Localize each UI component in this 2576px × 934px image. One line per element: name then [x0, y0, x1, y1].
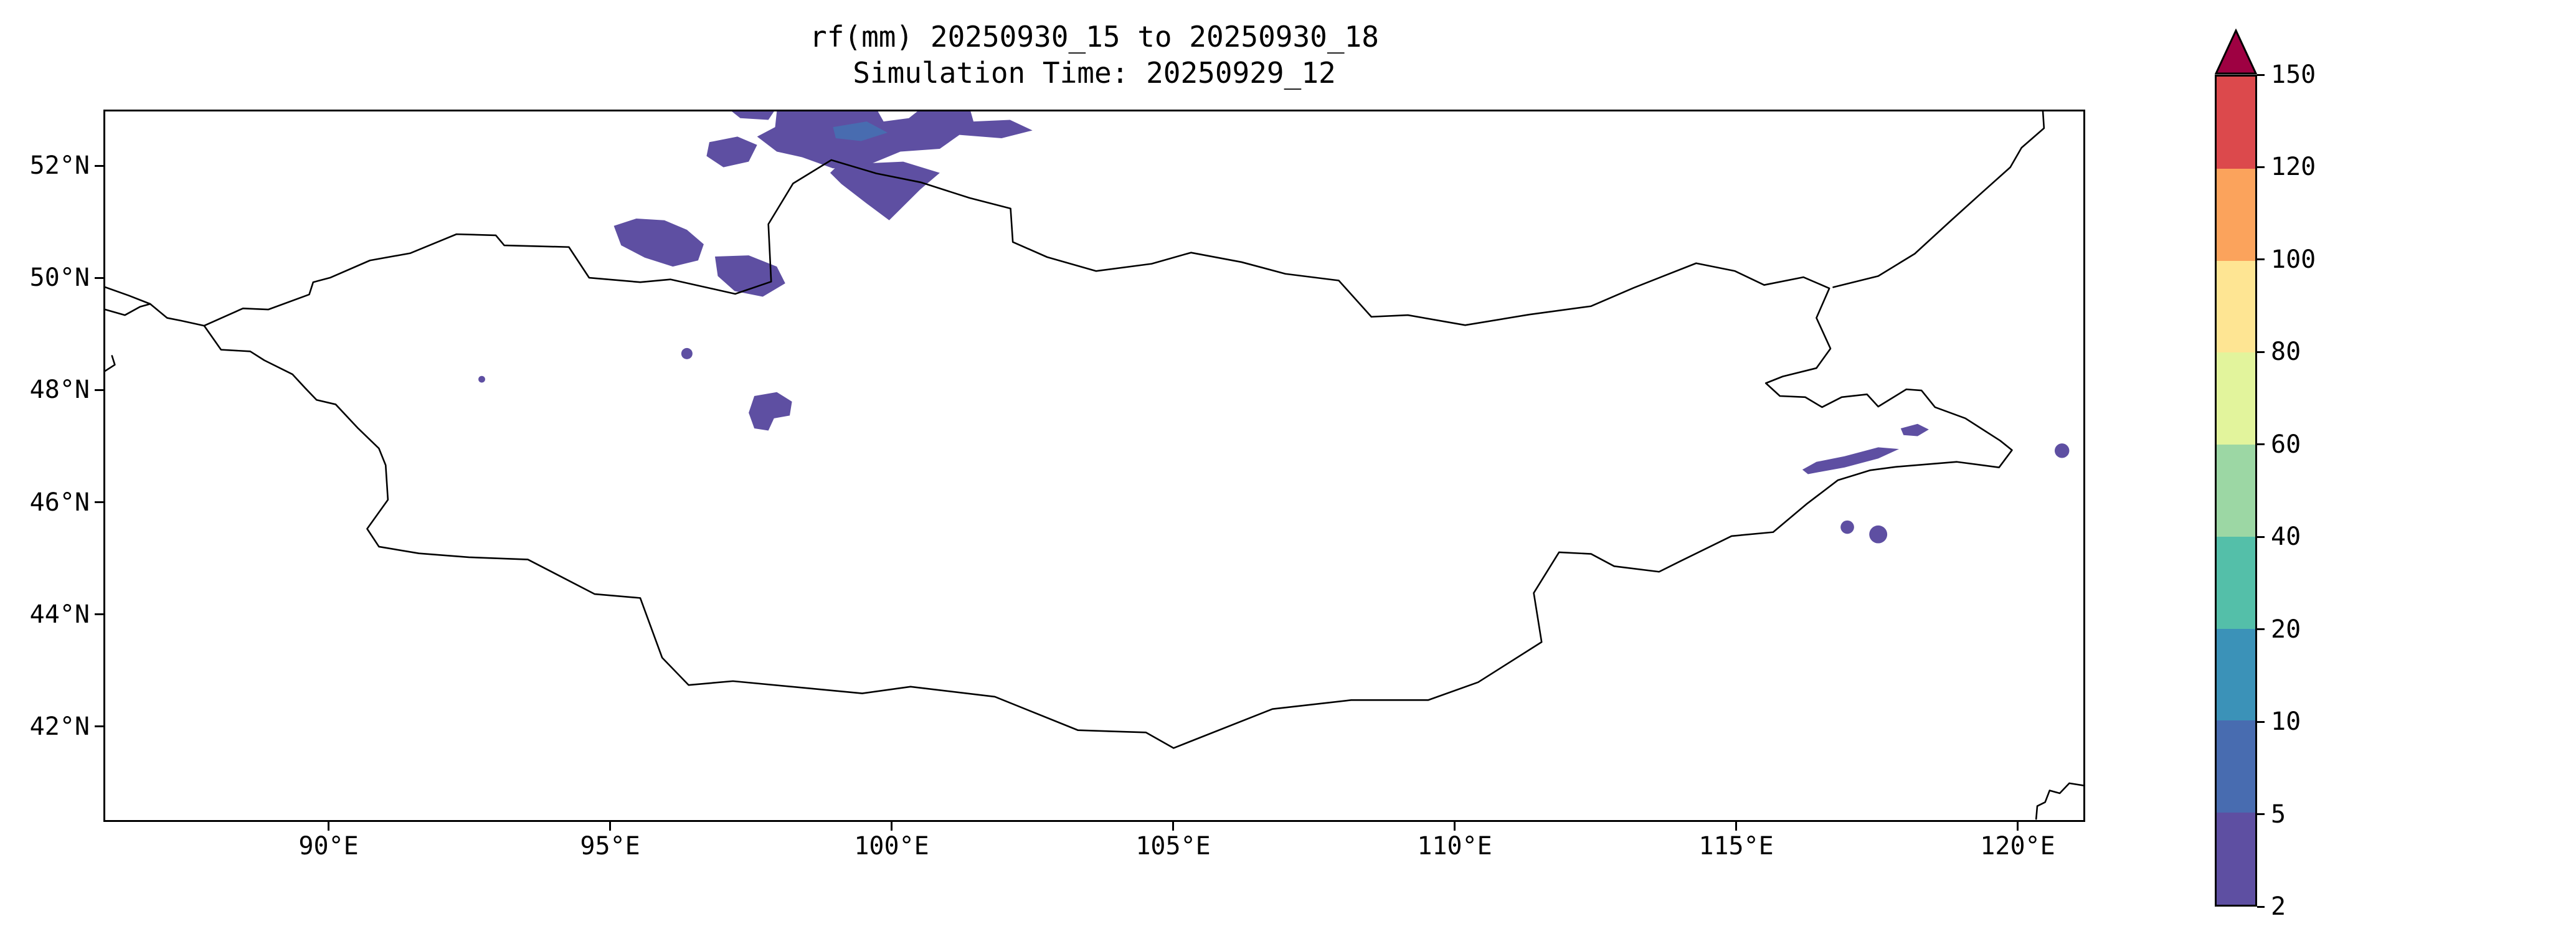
y-tick-label: 50°N	[29, 263, 90, 293]
precip-area-north-lower-lobe	[830, 161, 940, 220]
x-tick-label: 105°E	[1135, 832, 1211, 861]
y-tick-label: 42°N	[29, 712, 90, 741]
colorbar-tick-label: 2	[2271, 892, 2286, 921]
y-tick-mark	[95, 613, 103, 616]
colorbar-tick-label: 20	[2271, 615, 2301, 644]
x-tick-mark	[891, 822, 893, 831]
precip-spot-far-east	[2054, 443, 2070, 458]
colorbar-segment-6	[2217, 260, 2255, 353]
border-west-border-a	[105, 287, 204, 326]
colorbar-tick-mark	[2257, 443, 2265, 446]
border-southeast-border	[2036, 783, 2083, 819]
colorbar-tick-mark	[2257, 535, 2265, 538]
x-tick-mark	[2017, 822, 2019, 831]
precip-spot-west	[681, 347, 693, 359]
colorbar-tick-label: 150	[2271, 60, 2316, 89]
y-tick-label: 52°N	[29, 151, 90, 181]
colorbar-tick-mark	[2257, 813, 2265, 816]
precip-area-east-small-cell	[1900, 423, 1929, 436]
x-tick-label: 90°E	[298, 832, 359, 861]
colorbar-tick-label: 10	[2271, 707, 2301, 737]
colorbar-tick-mark	[2257, 166, 2265, 168]
precip-area-top-edge-sliver	[732, 111, 774, 120]
border-west-border-c	[105, 356, 115, 370]
y-tick-mark	[95, 389, 103, 391]
colorbar-segment-1	[2217, 720, 2255, 813]
y-tick-label: 44°N	[29, 600, 90, 629]
colorbar-tick-label: 5	[2271, 800, 2286, 829]
y-tick-mark	[95, 725, 103, 728]
colorbar-segment-4	[2217, 445, 2255, 537]
y-tick-mark	[95, 276, 103, 279]
colorbar-tick-mark	[2257, 905, 2265, 908]
colorbar-tick-mark	[2257, 258, 2265, 261]
y-tick-mark	[95, 164, 103, 167]
precip-area-west-cluster	[613, 219, 704, 267]
colorbar-segment-2	[2217, 628, 2255, 721]
colorbar-segment-3	[2217, 536, 2255, 629]
x-tick-mark	[609, 822, 612, 831]
x-tick-label: 95°E	[580, 832, 640, 861]
figure-subtitle: Simulation Time: 20250929_12	[853, 56, 1336, 90]
x-tick-mark	[328, 822, 330, 831]
colorbar-tick-label: 80	[2271, 337, 2301, 367]
map-svg	[105, 111, 2083, 820]
colorbar-segment-0	[2217, 813, 2255, 905]
colorbar-tick-mark	[2257, 73, 2265, 76]
colorbar-tick-label: 120	[2271, 153, 2316, 182]
colorbar-segment-5	[2217, 352, 2255, 445]
y-tick-mark	[95, 501, 103, 504]
colorbar-tick-mark	[2257, 628, 2265, 631]
precip-area-north-main-cell	[757, 111, 1033, 169]
precip-area-border-cell	[714, 255, 785, 297]
colorbar-tick-label: 60	[2271, 430, 2301, 459]
precip-area-north-west-piece	[706, 136, 757, 167]
colorbar	[2215, 75, 2257, 907]
colorbar-segment-8	[2217, 77, 2255, 169]
x-tick-label: 100°E	[854, 832, 929, 861]
map-plot-area	[103, 110, 2085, 822]
x-tick-label: 120°E	[1980, 832, 2055, 861]
y-tick-label: 48°N	[29, 375, 90, 405]
colorbar-tick-label: 100	[2271, 245, 2316, 274]
border-west-border-b	[105, 304, 150, 315]
precip-spot-east-2	[1869, 525, 1888, 544]
colorbar-over-arrow	[2215, 29, 2257, 75]
x-tick-mark	[1172, 822, 1175, 831]
figure-titles: rf(mm) 20250930_15 to 20250930_18 Simula…	[103, 19, 2085, 91]
colorbar-tick-mark	[2257, 351, 2265, 353]
x-tick-mark	[1735, 822, 1738, 831]
colorbar-tick-label: 40	[2271, 522, 2301, 552]
border-mongolia-outline	[204, 160, 2012, 748]
figure-title: rf(mm) 20250930_15 to 20250930_18	[810, 20, 1379, 54]
precip-spot-east-1	[1840, 520, 1854, 534]
precip-area-east-streak	[1802, 447, 1900, 474]
x-tick-label: 110°E	[1417, 832, 1492, 861]
precip-area-north-main-core	[833, 121, 888, 141]
colorbar-segment-7	[2217, 168, 2255, 261]
y-tick-label: 46°N	[29, 488, 90, 517]
x-tick-mark	[1454, 822, 1456, 831]
precip-spot-tiny-west	[478, 375, 485, 383]
precip-area-central-cell	[749, 392, 792, 431]
border-northeast-border	[1833, 111, 2043, 287]
colorbar-over-arrow-shape	[2215, 29, 2257, 75]
x-tick-label: 115°E	[1698, 832, 1774, 861]
colorbar-tick-mark	[2257, 720, 2265, 723]
